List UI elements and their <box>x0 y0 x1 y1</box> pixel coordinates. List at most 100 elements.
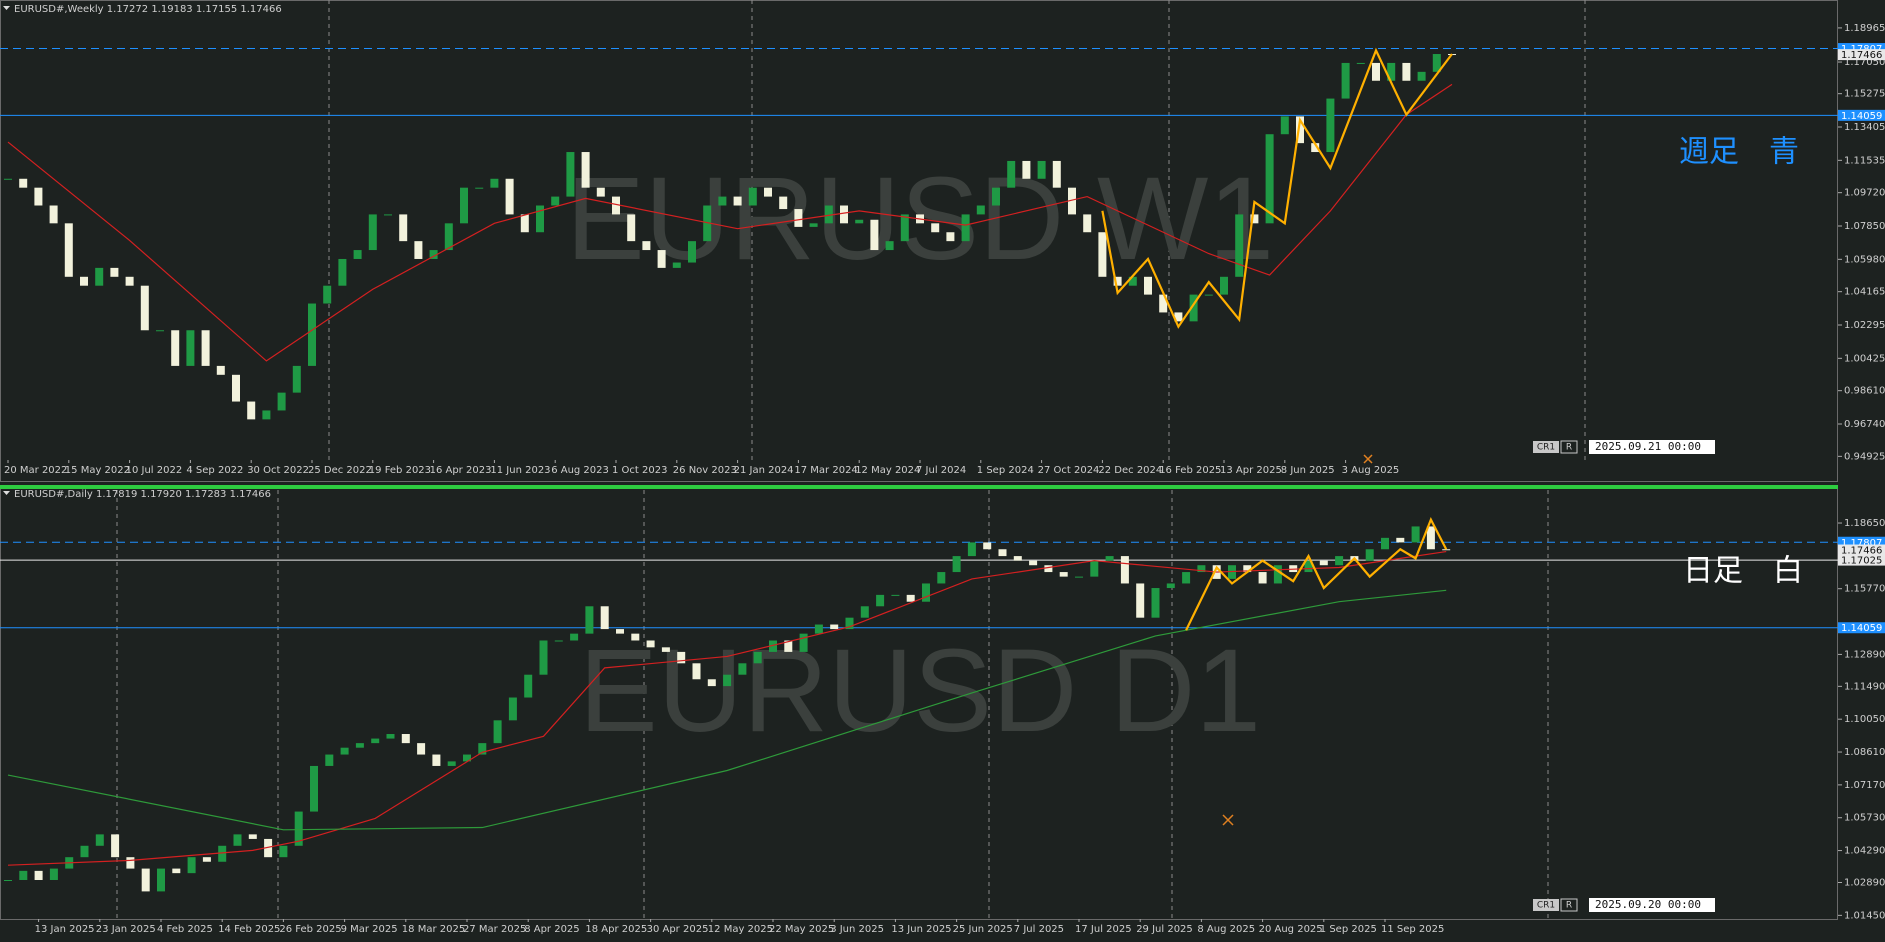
candle-body <box>551 196 560 206</box>
candle-body <box>1296 116 1304 144</box>
candle-body <box>447 761 456 766</box>
candle-body <box>566 152 575 197</box>
candle-body <box>1411 526 1420 543</box>
candle-body <box>1365 549 1374 561</box>
watermark: EURUSD D1 <box>579 625 1261 757</box>
candle-body <box>4 178 12 180</box>
candle-body <box>1326 98 1335 153</box>
candle-body <box>961 214 970 242</box>
candle-body <box>340 747 349 755</box>
candle-body <box>677 651 686 664</box>
candle-body <box>216 365 225 375</box>
x-tick-label: 8 Apr 2025 <box>524 924 579 935</box>
candle-body <box>1417 71 1426 81</box>
candle-body <box>1029 560 1038 566</box>
price-tag <box>1838 43 1885 55</box>
active-panel-bar <box>0 485 1838 489</box>
header-arrow <box>3 491 10 495</box>
candle-body <box>49 868 58 880</box>
price-tag-label: 1.17466 <box>1841 546 1882 557</box>
candle-body <box>876 594 885 607</box>
chart-header: EURUSD#,Daily 1.17819 1.17920 1.17283 1.… <box>14 489 271 500</box>
x-tick-label: 16 Apr 2023 <box>430 465 492 476</box>
candle-body <box>490 178 499 188</box>
x-tick-label: 17 Mar 2024 <box>794 465 857 476</box>
candle-body <box>1402 62 1411 81</box>
candle-body <box>95 267 104 286</box>
candle-body <box>1381 537 1389 550</box>
r-box <box>1560 440 1578 454</box>
candle-body <box>1182 572 1191 584</box>
zigzag-line <box>1185 516 1448 631</box>
x-tick-label: 6 Aug 2023 <box>551 465 609 476</box>
x-tick-label: 22 Dec 2024 <box>1098 465 1162 476</box>
chart-header: EURUSD#,Weekly 1.17272 1.19183 1.17155 1… <box>14 4 282 15</box>
candle-body <box>493 720 502 744</box>
candle-body <box>64 223 73 277</box>
candle-body <box>95 834 104 846</box>
x-tick-label: 3 Jun 2025 <box>830 924 884 935</box>
candle-body <box>323 285 332 304</box>
y-tick-label: 1.07850 <box>1844 221 1885 232</box>
candle-body <box>401 734 410 744</box>
candle-body <box>338 258 347 286</box>
r-label: R <box>1566 901 1572 911</box>
candle-body <box>570 633 579 641</box>
candle-body <box>983 542 992 550</box>
x-tick-label: 23 Jan 2025 <box>96 924 156 935</box>
candle-body <box>172 868 181 874</box>
cr-label: CR1 <box>1537 901 1555 911</box>
time-label: 2025.09.21 00:00 <box>1595 440 1701 453</box>
candle-body <box>784 640 793 652</box>
y-tick-label: 1.00425 <box>1844 353 1885 364</box>
candle-body <box>840 205 848 224</box>
moving-average <box>7 550 1447 866</box>
x-tick-label: 1 Sep 2025 <box>1320 924 1377 935</box>
candle-body <box>310 765 318 812</box>
candle-body <box>1068 187 1076 215</box>
x-tick-label: 21 Jan 2024 <box>734 465 794 476</box>
candle-body <box>171 330 180 366</box>
candle-body <box>723 674 732 687</box>
annotation: 週足 青 <box>1679 135 1799 170</box>
object-markers <box>1222 454 1373 826</box>
candle-body <box>738 663 747 675</box>
candle-body <box>976 205 985 215</box>
candle-body <box>110 267 119 277</box>
x-tick-label: 19 Feb 2023 <box>369 465 431 476</box>
price-tag <box>1838 109 1885 121</box>
candle-body <box>1258 572 1267 584</box>
price-tag <box>1838 544 1885 556</box>
candle-body <box>1273 565 1282 584</box>
candle-body <box>646 640 655 648</box>
candle-body <box>824 205 833 224</box>
price-tag-label: 1.14059 <box>1841 623 1882 634</box>
candle-body <box>386 734 395 739</box>
zigzag-line <box>1101 47 1453 329</box>
candle-body <box>692 663 701 680</box>
candle-body <box>753 651 762 664</box>
candle-body <box>585 606 594 634</box>
candle-body <box>1044 565 1053 573</box>
candle-body <box>353 250 362 259</box>
time-label: 2025.09.20 00:00 <box>1595 898 1701 911</box>
candle-body <box>1335 556 1344 566</box>
price-tag-label: 1.17466 <box>1841 50 1882 61</box>
x-tick-label: 15 May 2022 <box>65 465 130 476</box>
candle-body <box>870 219 879 251</box>
price-tag <box>1838 49 1885 61</box>
price-tag <box>1838 622 1885 634</box>
cr-box <box>1533 441 1559 453</box>
y-tick-label: 1.02295 <box>1844 320 1885 331</box>
y-tick-label: 0.94925 <box>1844 451 1885 462</box>
candle-body <box>19 178 28 188</box>
annotation: 日足 白 <box>1683 554 1803 589</box>
candle-body <box>612 196 620 215</box>
candle-body <box>399 214 408 242</box>
candle-body <box>1197 565 1206 573</box>
y-tick-label: 1.08610 <box>1844 747 1885 758</box>
x-tick-label: 18 Mar 2025 <box>402 924 465 935</box>
candle-body <box>952 556 961 573</box>
y-tick-label: 1.18965 <box>1844 23 1885 34</box>
candle-body <box>478 743 487 755</box>
